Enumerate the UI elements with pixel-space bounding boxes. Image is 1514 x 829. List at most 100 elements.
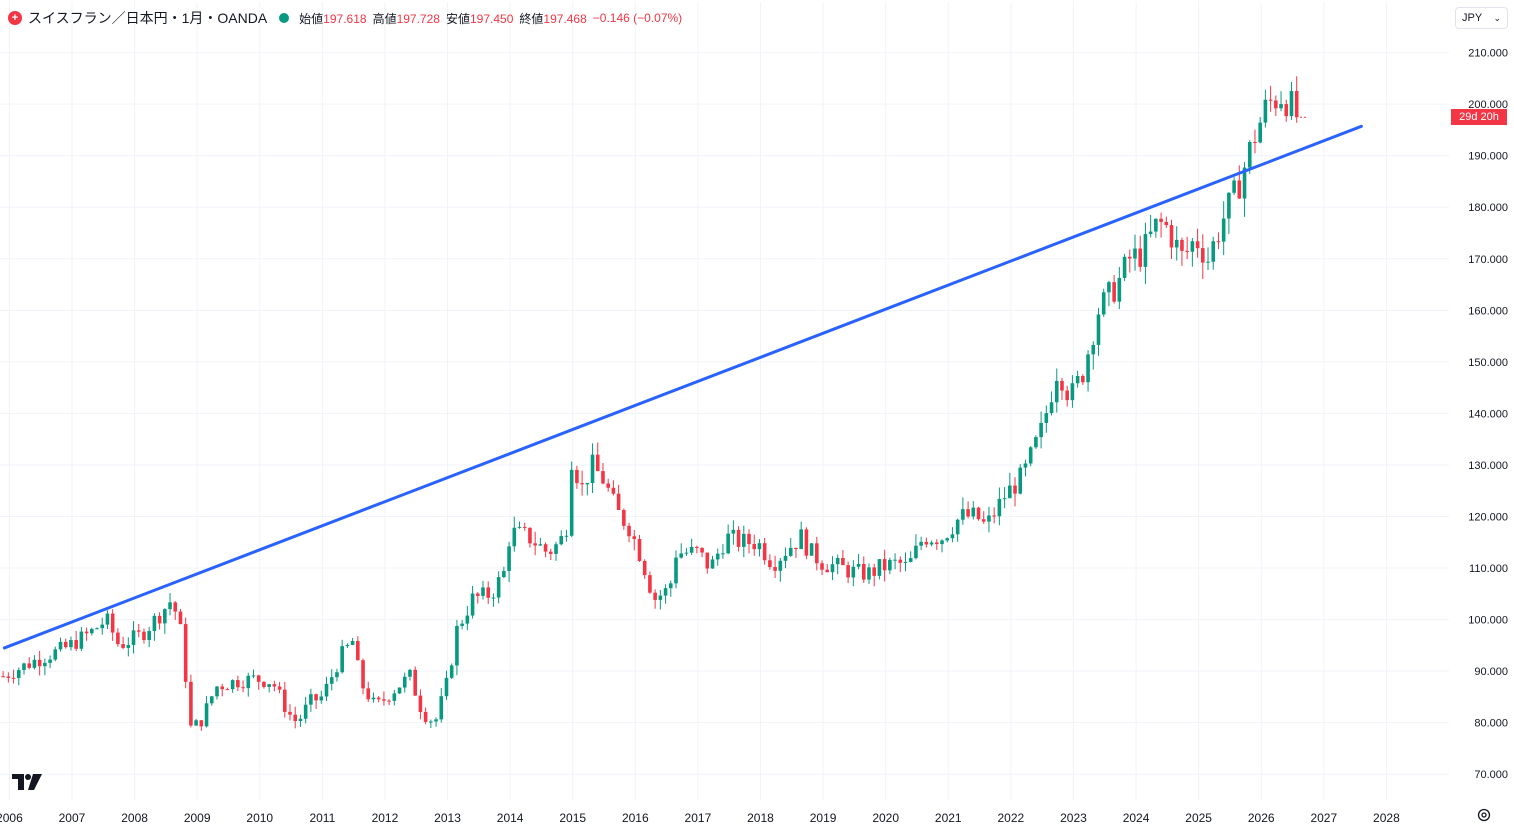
candle-body [1237, 180, 1242, 199]
chevron-down-icon: ⌄ [1493, 12, 1501, 23]
candle-body [543, 544, 548, 552]
candle-body [715, 553, 720, 560]
candle-body [136, 630, 141, 632]
y-tick-label: 210.000 [1468, 48, 1508, 60]
candle-body [934, 542, 939, 545]
candle-body [1008, 485, 1012, 499]
market-status-icon[interactable] [279, 13, 290, 23]
candle-body [418, 695, 423, 712]
y-tick-label: 200.000 [1468, 99, 1508, 111]
x-tick-label: 2014 [497, 811, 524, 825]
candle-body [246, 675, 251, 689]
x-tick-label: 2020 [872, 811, 899, 825]
candle-body [658, 595, 663, 600]
candle-body [413, 669, 417, 696]
candle-body [987, 515, 991, 522]
candle-body [830, 564, 835, 573]
candle-body [882, 559, 887, 571]
gear-icon[interactable] [1476, 807, 1492, 823]
candle-body [361, 660, 365, 689]
candle-body [1034, 437, 1038, 448]
tradingview-logo-icon[interactable] [12, 772, 44, 795]
candle-body [481, 587, 485, 596]
candle-body [1164, 221, 1169, 226]
candle-body [376, 697, 381, 700]
candle-body [809, 543, 814, 556]
candle-body [392, 693, 397, 701]
candle-body [668, 583, 673, 589]
candle-body [6, 676, 11, 678]
candle-body [1211, 241, 1216, 262]
x-tick-label: 2019 [810, 811, 837, 825]
candle-body [335, 672, 339, 678]
low-label: 安値 [445, 11, 470, 26]
candle-body [225, 689, 230, 691]
low-value: 197.450 [469, 11, 514, 26]
candle-body [1002, 498, 1007, 500]
candle-body [856, 564, 861, 567]
candle-body [1127, 256, 1132, 259]
candle-body [397, 687, 402, 694]
candle-body [465, 615, 470, 624]
chart-title[interactable]: スイスフラン／日本円・1月・OANDA [28, 10, 268, 26]
ohlc-values: 始値197.618 高値197.728 安値197.450 終値197.468 [299, 10, 587, 27]
candle-body [877, 559, 882, 576]
candle-body [1174, 239, 1179, 248]
trendline[interactable] [2, 124, 1363, 650]
candle-body [262, 681, 266, 687]
candle-body [1268, 99, 1273, 101]
y-tick-label: 130.000 [1468, 460, 1508, 472]
candle-body [470, 593, 475, 616]
candle-body [867, 567, 871, 580]
candle-body [851, 566, 856, 578]
candle-body [992, 515, 996, 517]
candle-body [189, 681, 193, 726]
candle-body [1018, 467, 1023, 494]
candle-body [230, 680, 235, 690]
candle-body [27, 663, 32, 668]
candle-body [622, 509, 626, 526]
candle-body [455, 625, 459, 666]
candle-body [721, 553, 725, 555]
candle-body [747, 533, 751, 545]
trendline-layer[interactable] [2, 124, 1363, 650]
candle-body [575, 469, 579, 484]
candle-body [1274, 100, 1278, 109]
time-axis[interactable]: 2006 2007 2008 2009 2010 2011 2012 2013 2014 2015… [0, 811, 1400, 825]
price-axis[interactable]: 210.000 200.000 190.000 180.000 170.000 160.0… [1468, 48, 1508, 782]
candle-body [825, 569, 830, 573]
candle-body [272, 684, 277, 687]
candle-body [183, 624, 188, 682]
candle-body [215, 686, 219, 697]
candle-body [1086, 354, 1090, 383]
x-tick-label: 2028 [1373, 811, 1400, 825]
candle-body [84, 631, 89, 634]
candle-body [173, 602, 178, 612]
candle-body [1258, 122, 1262, 143]
candle-body [37, 659, 42, 667]
candle-body [1159, 218, 1163, 222]
candle-body [1138, 248, 1143, 267]
candle-body [971, 507, 976, 517]
x-tick-label: 2023 [1060, 811, 1087, 825]
candle-body [1039, 422, 1043, 438]
candle-body [773, 567, 777, 571]
candle-body [1070, 383, 1075, 401]
candle-body [710, 559, 715, 569]
candle-body [778, 560, 783, 571]
candle-body [731, 529, 736, 534]
currency-select[interactable]: JPY ⌄ [1455, 7, 1508, 29]
candle-body [408, 669, 412, 677]
candle-body [131, 630, 136, 645]
open-value: 197.618 [323, 11, 367, 26]
candle-body [267, 684, 271, 687]
cross-circle-icon[interactable]: + [8, 11, 22, 25]
candle-body [1, 676, 5, 678]
candle-body [950, 534, 955, 539]
candle-body [69, 640, 73, 648]
candle-body [929, 542, 934, 545]
candle-body [116, 632, 120, 645]
candle-body [924, 541, 929, 545]
candle-body [288, 711, 292, 715]
